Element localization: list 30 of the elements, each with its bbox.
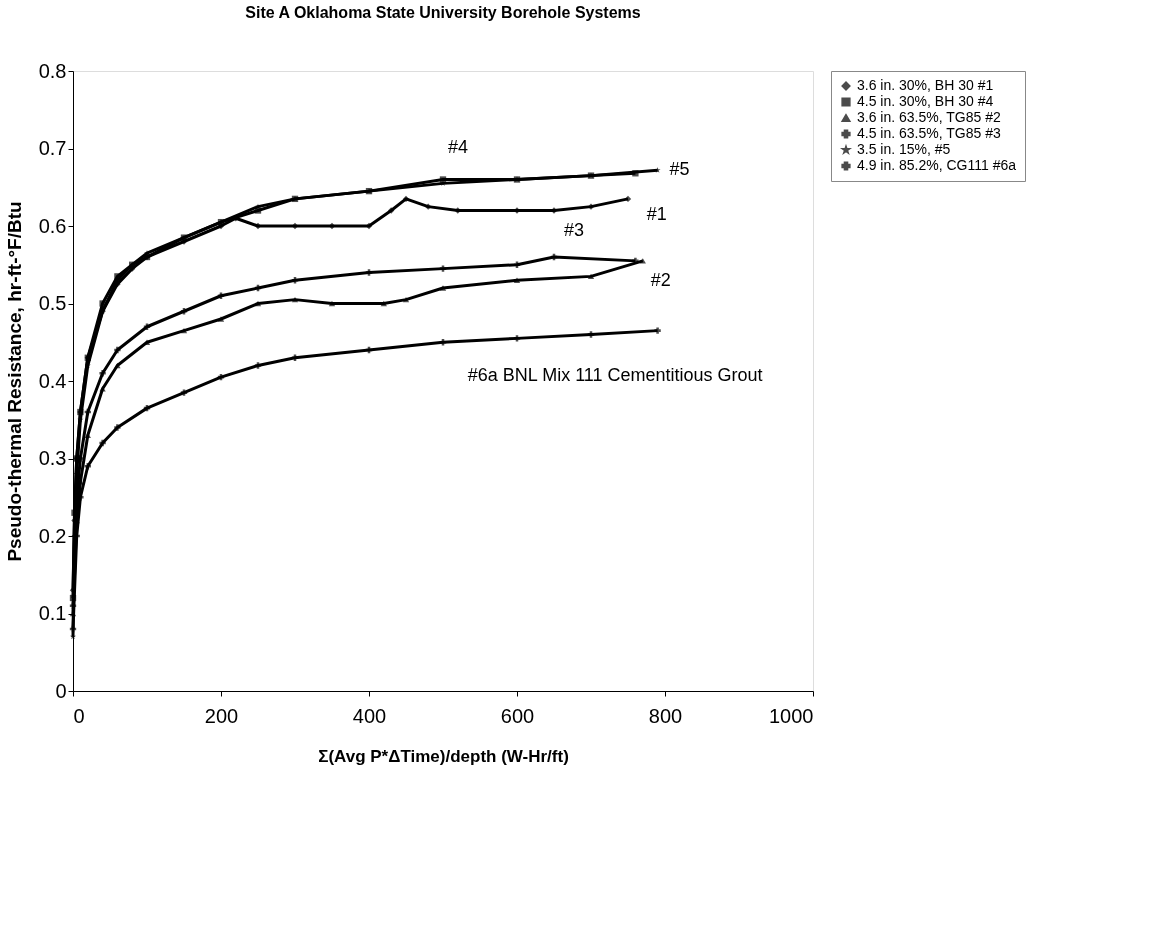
annotation: #4 — [448, 136, 469, 157]
y-tick-label: 0.7 — [38, 137, 67, 159]
annotation: #2 — [650, 269, 671, 290]
chart-title: Site A Oklahoma State University Borehole Systems — [245, 4, 641, 21]
x-tick-label: 1000 — [769, 704, 814, 727]
y-tick-label: 0.8 — [38, 59, 67, 82]
x-axis-title: Σ(Avg P*ΔTime)/depth (W-Hr/ft) — [318, 746, 569, 766]
x-tick-label: 400 — [352, 704, 387, 727]
annotation: #1 — [646, 203, 667, 224]
y-tick-label: 0.6 — [38, 214, 67, 237]
x-tick-label: 600 — [500, 704, 535, 727]
annotation: #6a BNL Mix 111 Cementitious Grout — [467, 365, 763, 386]
x-tick-label: 800 — [648, 704, 683, 727]
y-tick-label: 0 — [55, 679, 67, 702]
y-tick-label: 0.2 — [38, 524, 67, 547]
y-axis-title: Pseudo-thermal Resistance, hr-ft-°F/Btu — [3, 201, 25, 562]
legend-label: 4.5 in. 63.5%, TG85 #3 — [857, 125, 1001, 141]
y-tick-label: 0.4 — [38, 369, 67, 392]
y-tick-label: 0.3 — [38, 447, 67, 469]
x-tick-label: 0 — [73, 704, 85, 727]
legend-label: 4.9 in. 85.2%, CG111 #6a — [857, 157, 1017, 173]
y-tick-label: 0.5 — [38, 292, 67, 314]
y-tick-label: 0.1 — [38, 602, 67, 624]
legend-label: 3.6 in. 30%, BH 30 #1 — [857, 77, 994, 93]
legend-label: 4.5 in. 30%, BH 30 #4 — [857, 93, 994, 109]
annotation: #5 — [669, 159, 690, 180]
annotation: #3 — [564, 220, 585, 241]
x-tick-label: 200 — [204, 704, 239, 727]
legend-label: 3.5 in. 15%, #5 — [857, 141, 951, 157]
legend-label: 3.6 in. 63.5%, TG85 #2 — [857, 109, 1001, 125]
